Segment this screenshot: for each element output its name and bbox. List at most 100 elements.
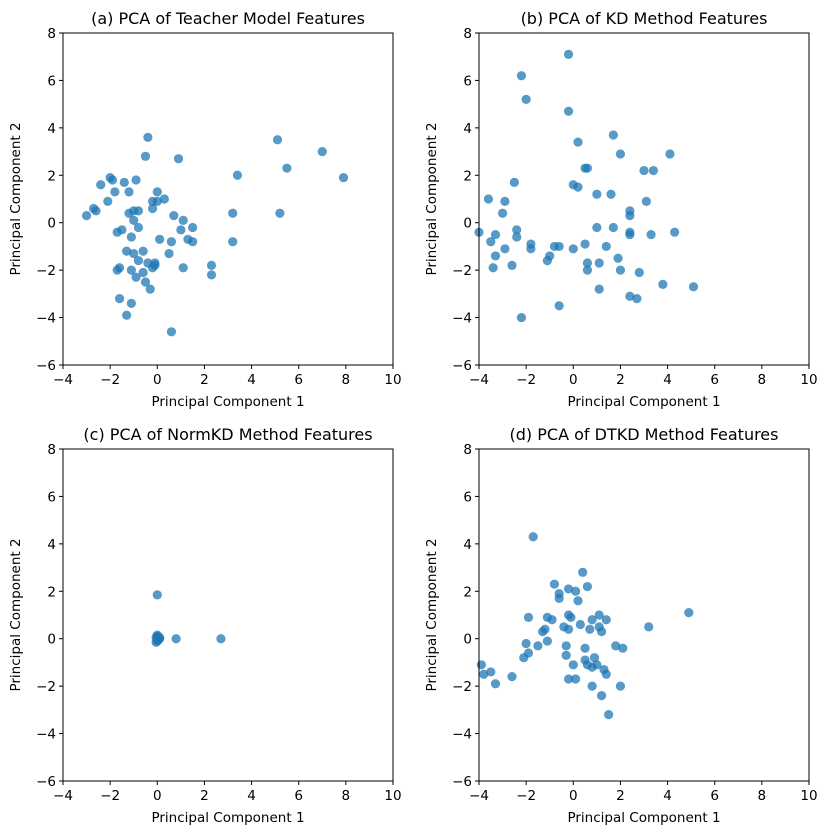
scatter-point xyxy=(641,196,651,206)
scatter-point xyxy=(580,239,590,249)
y-tick-label: 6 xyxy=(47,489,56,505)
scatter-point xyxy=(573,182,583,192)
scatter-point xyxy=(533,641,543,651)
x-tick-label: 6 xyxy=(294,788,303,804)
scatter-point xyxy=(684,608,694,618)
scatter-point xyxy=(150,260,160,270)
scatter-point xyxy=(571,674,581,684)
scatter-point xyxy=(272,135,283,145)
scatter-point xyxy=(206,260,217,270)
scatter-point xyxy=(500,244,510,254)
scatter-point xyxy=(114,294,125,304)
panel-teacher: (a) PCA of Teacher Model Features −4 −2 0 2 4… xyxy=(8,9,402,410)
y-tick-label: 4 xyxy=(47,121,56,137)
scatter-point xyxy=(688,282,699,292)
scatter-point xyxy=(490,679,501,689)
scatter-point xyxy=(159,194,169,204)
y-tick-label: 8 xyxy=(463,442,472,458)
scatter-point xyxy=(155,234,165,244)
x-tick-label: 6 xyxy=(710,788,719,804)
x-axis-label: Principal Component 1 xyxy=(151,394,304,410)
x-tick-label: −4 xyxy=(469,372,489,388)
scatter-point xyxy=(585,624,595,634)
scatter-point xyxy=(232,170,243,180)
y-tick-label: 8 xyxy=(47,442,56,458)
scatter-point xyxy=(563,49,574,59)
scatter-point xyxy=(216,634,226,644)
scatter-point xyxy=(129,248,139,259)
scatter-point xyxy=(81,211,92,221)
y-tick-label: 8 xyxy=(47,26,56,42)
scatter-point xyxy=(521,94,531,104)
scatter-point xyxy=(509,177,519,187)
scatter-point xyxy=(568,660,578,670)
x-tick-label: 2 xyxy=(200,372,209,388)
scatter-point xyxy=(122,246,132,256)
y-tick-label: −2 xyxy=(36,263,56,279)
scatter-point xyxy=(507,260,517,270)
x-tick-label: 2 xyxy=(200,788,209,804)
x-tick-label: 8 xyxy=(758,788,767,804)
scatter-point xyxy=(596,691,607,701)
scatter-point xyxy=(573,596,583,606)
scatter-point xyxy=(549,241,560,252)
panel-normkd: (c) PCA of NormKD Method Features −4 −2 0 2 4… xyxy=(8,425,402,826)
scatter-point xyxy=(138,267,148,278)
scatter-point xyxy=(615,265,626,275)
y-tick-label: 0 xyxy=(463,632,472,648)
y-tick-label: 6 xyxy=(463,73,472,89)
scatter-point xyxy=(601,615,611,625)
scatter-point xyxy=(644,622,654,632)
y-tick-label: 2 xyxy=(47,168,56,184)
scatter-point xyxy=(164,248,174,259)
y-tick-label: −2 xyxy=(36,679,56,695)
x-tick-label: 0 xyxy=(569,372,578,388)
scatter-point xyxy=(594,258,604,268)
scatter-point xyxy=(542,636,552,646)
scatter-point xyxy=(554,589,564,599)
x-tick-label: 10 xyxy=(384,788,401,804)
y-tick-label: 6 xyxy=(47,73,56,89)
scatter-point xyxy=(126,298,136,308)
chart-title: (a) PCA of Teacher Model Features xyxy=(91,9,365,28)
scatter-point xyxy=(275,208,285,218)
x-axis-label: Principal Component 1 xyxy=(567,394,720,410)
chart-title: (c) PCA of NormKD Method Features xyxy=(83,425,372,444)
x-tick-label: 10 xyxy=(800,372,817,388)
scatter-point xyxy=(608,222,618,233)
scatter-point xyxy=(571,586,581,596)
scatter-point xyxy=(147,203,158,214)
scatter-point xyxy=(526,244,536,254)
scatter-point xyxy=(173,154,184,164)
x-tick-label: 6 xyxy=(710,372,719,388)
scatter-point xyxy=(129,215,139,225)
scatter-point xyxy=(131,175,141,185)
scatter-point xyxy=(582,581,593,592)
scatter-point xyxy=(608,130,618,140)
x-tick-label: 4 xyxy=(663,788,672,804)
scatter-point xyxy=(169,211,179,221)
scatter-point xyxy=(317,146,327,157)
chart-title: (b) PCA of KD Method Features xyxy=(521,9,768,28)
x-tick-label: 4 xyxy=(247,788,256,804)
x-tick-label: 0 xyxy=(569,788,578,804)
scatter-point xyxy=(528,532,538,542)
y-tick-label: −2 xyxy=(452,263,472,279)
y-tick-label: −4 xyxy=(452,727,472,743)
scatter-point xyxy=(549,579,560,589)
y-tick-label: 4 xyxy=(463,537,472,553)
scatter-point xyxy=(153,635,164,645)
scatter-point xyxy=(166,327,177,337)
scatter-point xyxy=(547,615,557,625)
scatter-point xyxy=(587,615,597,625)
scatter-point xyxy=(601,241,611,252)
scatter-point xyxy=(573,137,583,147)
scatter-point xyxy=(582,258,593,268)
scatter-point xyxy=(500,196,510,206)
scatter-point xyxy=(578,567,588,577)
panel-dtkd: (d) PCA of DTKD Method Features −4 −2 0 2 4 6 8… xyxy=(424,425,818,826)
x-tick-label: −4 xyxy=(53,788,73,804)
scatter-point xyxy=(512,225,522,235)
scatter-point xyxy=(563,674,574,684)
scatter-point xyxy=(512,232,522,242)
